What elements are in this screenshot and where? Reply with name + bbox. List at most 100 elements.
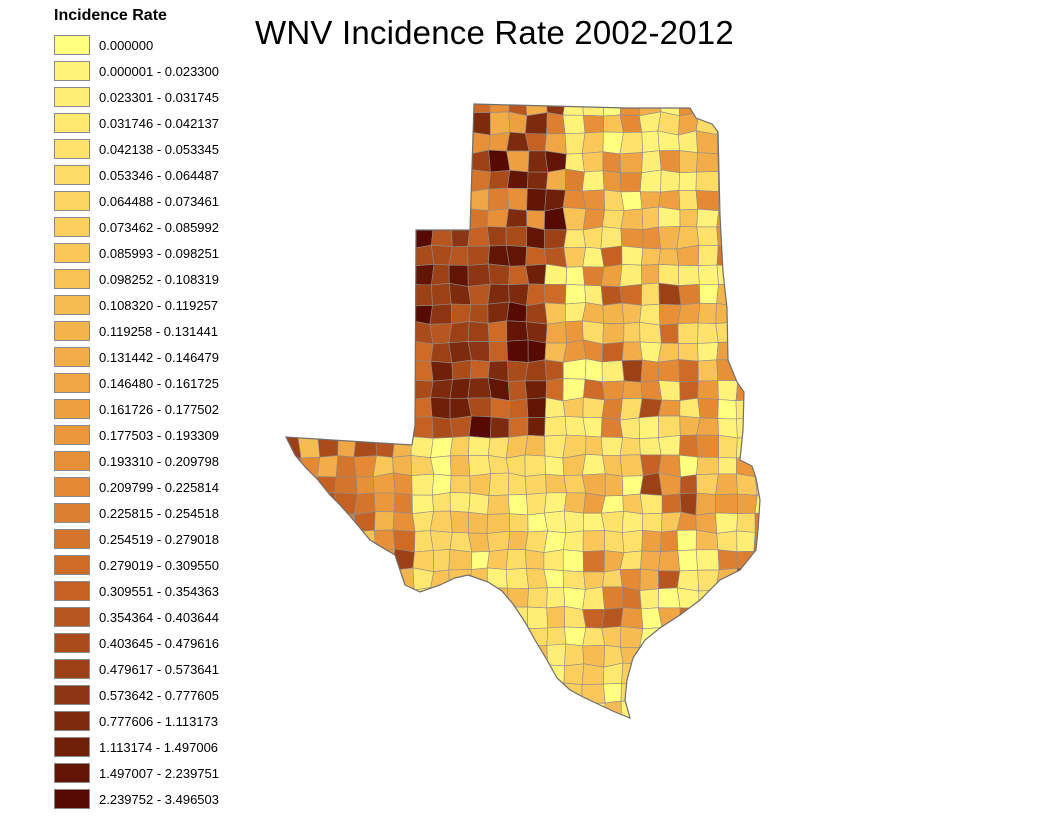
county [374, 339, 395, 360]
legend-label: 0.254519 - 0.279018 [99, 532, 219, 547]
county [414, 645, 433, 667]
county [432, 549, 451, 573]
legend-label: 0.000001 - 0.023300 [99, 64, 219, 79]
county [334, 283, 358, 306]
county [526, 283, 546, 306]
county [562, 570, 586, 590]
county [506, 339, 529, 363]
legend-swatch [54, 87, 90, 107]
county [658, 226, 681, 250]
county [353, 492, 376, 515]
county [543, 568, 564, 589]
county [676, 684, 698, 705]
county [317, 549, 338, 572]
county [640, 359, 660, 383]
county [316, 586, 339, 609]
county [354, 151, 378, 172]
county [527, 723, 548, 743]
county [543, 549, 564, 572]
county [335, 187, 359, 211]
county [297, 378, 319, 402]
county [544, 397, 566, 418]
county [585, 435, 603, 456]
county [392, 662, 416, 687]
county [697, 342, 719, 362]
county [471, 551, 490, 570]
county [354, 104, 378, 115]
county [470, 149, 491, 173]
county [410, 284, 433, 307]
county [525, 302, 548, 325]
county [621, 529, 643, 554]
county [353, 358, 377, 382]
county [317, 226, 337, 250]
county [601, 360, 625, 383]
county [735, 303, 757, 325]
legend-label: 0.279019 - 0.309550 [99, 558, 219, 573]
county [698, 624, 716, 647]
county [373, 607, 396, 629]
county [392, 529, 416, 553]
county [469, 169, 491, 192]
county [507, 169, 529, 189]
county [716, 530, 738, 553]
county [659, 702, 680, 718]
legend-swatch [54, 711, 90, 731]
county [431, 131, 453, 154]
county [602, 569, 623, 588]
county [353, 397, 375, 421]
legend-label: 0.108320 - 0.119257 [99, 298, 219, 313]
county [717, 104, 736, 115]
county [716, 684, 736, 705]
county [487, 301, 510, 324]
county [544, 263, 567, 285]
county [375, 702, 396, 718]
county [375, 206, 396, 227]
county [430, 587, 454, 610]
county [448, 321, 470, 344]
county [286, 606, 301, 628]
legend-label: 0.354364 - 0.403644 [99, 610, 219, 625]
legend-item: 0.573642 - 0.777605 [54, 685, 274, 711]
county [353, 266, 377, 284]
county [639, 701, 661, 718]
county [660, 720, 680, 743]
county [582, 114, 605, 134]
county [601, 341, 625, 363]
county [375, 358, 396, 382]
county [695, 190, 720, 212]
county [657, 342, 680, 363]
county [546, 664, 565, 684]
legend-swatch [54, 243, 90, 263]
county [604, 530, 625, 554]
county [697, 380, 719, 400]
county [429, 104, 453, 115]
county [431, 416, 453, 439]
county [661, 493, 682, 514]
county [392, 130, 414, 152]
legend-swatch [54, 503, 90, 523]
county [620, 607, 644, 630]
county [563, 474, 587, 494]
county [602, 586, 624, 610]
county [317, 150, 339, 171]
county [527, 150, 549, 173]
county [296, 104, 320, 114]
county [286, 379, 301, 402]
county [355, 418, 377, 439]
county [353, 283, 377, 306]
legend-item: 0.053346 - 0.064487 [54, 165, 274, 191]
county [752, 245, 760, 268]
county [335, 397, 357, 419]
county [469, 473, 492, 497]
county [433, 723, 452, 742]
county [600, 245, 623, 268]
county [733, 169, 756, 193]
county [736, 530, 756, 553]
county [677, 549, 699, 572]
county [755, 645, 760, 666]
legend-swatch [54, 659, 90, 679]
county [658, 248, 679, 266]
county [544, 492, 567, 514]
county [391, 320, 415, 342]
